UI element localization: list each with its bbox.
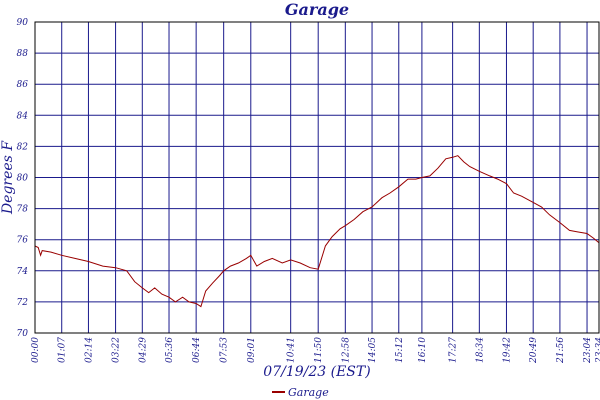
- x-tick-label: 06:44: [192, 337, 202, 363]
- legend-label-garage: Garage: [288, 386, 329, 399]
- x-tick-label: 23:04: [583, 337, 593, 364]
- y-tick-label: 80: [17, 174, 29, 184]
- y-tick-label: 74: [17, 267, 29, 277]
- x-tick-label: 10:41: [287, 337, 297, 363]
- x-axis-ticks: 00:00 01:07 02:14 03:22 04:29 05:36 06:44 07:53…: [31, 337, 600, 364]
- plot-frame: [34, 21, 600, 334]
- x-tick-label: 20:49: [529, 337, 539, 364]
- x-tick-label: 16:10: [418, 337, 428, 363]
- x-tick-label: 03:22: [112, 337, 122, 363]
- y-tick-label: 78: [17, 205, 29, 215]
- x-tick-label: 02:14: [84, 337, 94, 363]
- series-line-garage: [34, 155, 600, 308]
- chart-title: Garage: [285, 0, 349, 19]
- x-tick-label: 21:56: [556, 337, 566, 364]
- y-tick-label: 70: [17, 329, 29, 339]
- legend: Garage: [272, 386, 329, 399]
- x-tick-label: 11:50: [314, 337, 324, 363]
- x-tick-label: 07:53: [220, 337, 230, 363]
- y-tick-label: 88: [17, 49, 29, 59]
- x-tick-label: 09:01: [247, 337, 257, 363]
- x-tick-label: 05:36: [165, 337, 175, 363]
- y-tick-label: 90: [17, 18, 29, 28]
- y-axis-ticks: 70 72 74 76 78 80 82 84 86 88 90: [17, 18, 29, 339]
- y-tick-label: 82: [17, 142, 29, 152]
- y-tick-label: 76: [17, 236, 29, 246]
- x-tick-label: 00:00: [31, 337, 41, 363]
- x-tick-label: 17:27: [449, 337, 459, 363]
- chart-grid: [34, 21, 600, 334]
- x-tick-label: 23:34: [595, 337, 600, 364]
- y-tick-label: 84: [17, 111, 29, 121]
- y-tick-label: 72: [17, 298, 29, 308]
- x-tick-label: 04:29: [138, 337, 148, 363]
- y-tick-label: 86: [17, 80, 29, 90]
- y-axis-label: Degrees F: [0, 140, 16, 215]
- x-tick-label: 15:12: [395, 337, 405, 363]
- x-tick-label: 01:07: [58, 337, 68, 363]
- x-tick-label: 19:42: [502, 337, 512, 363]
- x-tick-label: 18:34: [475, 337, 485, 363]
- x-axis-label: 07/19/23 (EST): [263, 364, 370, 380]
- x-tick-label: 12:58: [341, 337, 351, 363]
- x-tick-label: 14:05: [368, 337, 378, 363]
